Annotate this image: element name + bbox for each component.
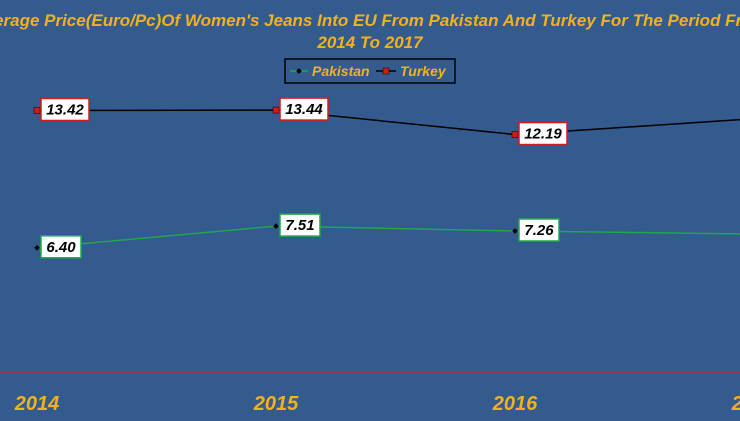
data-label-box-pakistan-2014	[40, 235, 82, 259]
x-tick-label-2015: 2015	[253, 393, 299, 415]
data-label-text-turkey-2014: 13.42	[46, 101, 84, 118]
data-label-box-pakistan-2015	[279, 213, 321, 237]
data-label-turkey-2015: 13.44	[279, 97, 329, 121]
legend-label-pakistan: Pakistan	[312, 63, 370, 79]
point-turkey-2015	[272, 106, 280, 114]
legend-marker-turkey	[382, 67, 390, 75]
series-line-pakistan	[36, 225, 740, 249]
series-line-turkey	[36, 109, 740, 136]
data-label-turkey-2016: 12.19	[518, 121, 568, 146]
x-tick-labels: 2014 2015 2016 2017	[14, 393, 740, 415]
series-pakistan: 6.40 7.51 7.26	[34, 213, 740, 259]
legend-marker-pakistan	[296, 68, 302, 74]
chart-title-line1: Average Price(Euro/Pc)Of Women's Jeans I…	[0, 11, 740, 30]
data-label-turkey-2014: 13.42	[40, 97, 90, 122]
legend-label-turkey: Turkey	[400, 63, 447, 79]
x-tick-label-2014: 2014	[14, 393, 60, 415]
data-label-box-turkey-2014	[40, 97, 90, 122]
point-turkey-2016	[511, 131, 519, 138]
data-label-text-pakistan-2014: 6.40	[46, 239, 76, 256]
legend-item-pakistan: Pakistan	[290, 63, 370, 79]
x-tick-label-2017: 2017	[731, 393, 740, 415]
data-label-pakistan-2016: 7.26	[518, 218, 560, 242]
data-label-box-pakistan-2016	[518, 218, 560, 242]
series-layer: 6.40 7.51 7.26 13.42 13.44 12.19	[33, 97, 740, 259]
data-label-box-turkey-2015	[279, 97, 329, 121]
legend-item-turkey: Turkey	[376, 63, 447, 79]
chart-title-line2: 2014 To 2017	[316, 33, 424, 52]
point-pakistan-2015	[273, 223, 279, 229]
legend: Pakistan Turkey	[284, 58, 456, 84]
point-pakistan-2014	[34, 244, 40, 251]
data-label-pakistan-2015: 7.51	[279, 213, 321, 237]
data-label-pakistan-2014: 6.40	[40, 235, 82, 259]
x-tick-label-2016: 2016	[492, 393, 538, 415]
data-label-text-pakistan-2016: 7.26	[524, 222, 554, 239]
data-label-text-turkey-2016: 12.19	[524, 126, 562, 143]
series-turkey: 13.42 13.44 12.19	[33, 97, 740, 146]
legend-box	[284, 58, 456, 84]
point-turkey-2014	[33, 107, 41, 114]
point-pakistan-2016	[512, 228, 518, 234]
data-label-box-turkey-2016	[518, 121, 568, 146]
data-label-text-pakistan-2015: 7.51	[285, 217, 314, 234]
data-label-text-turkey-2015: 13.44	[285, 101, 323, 118]
